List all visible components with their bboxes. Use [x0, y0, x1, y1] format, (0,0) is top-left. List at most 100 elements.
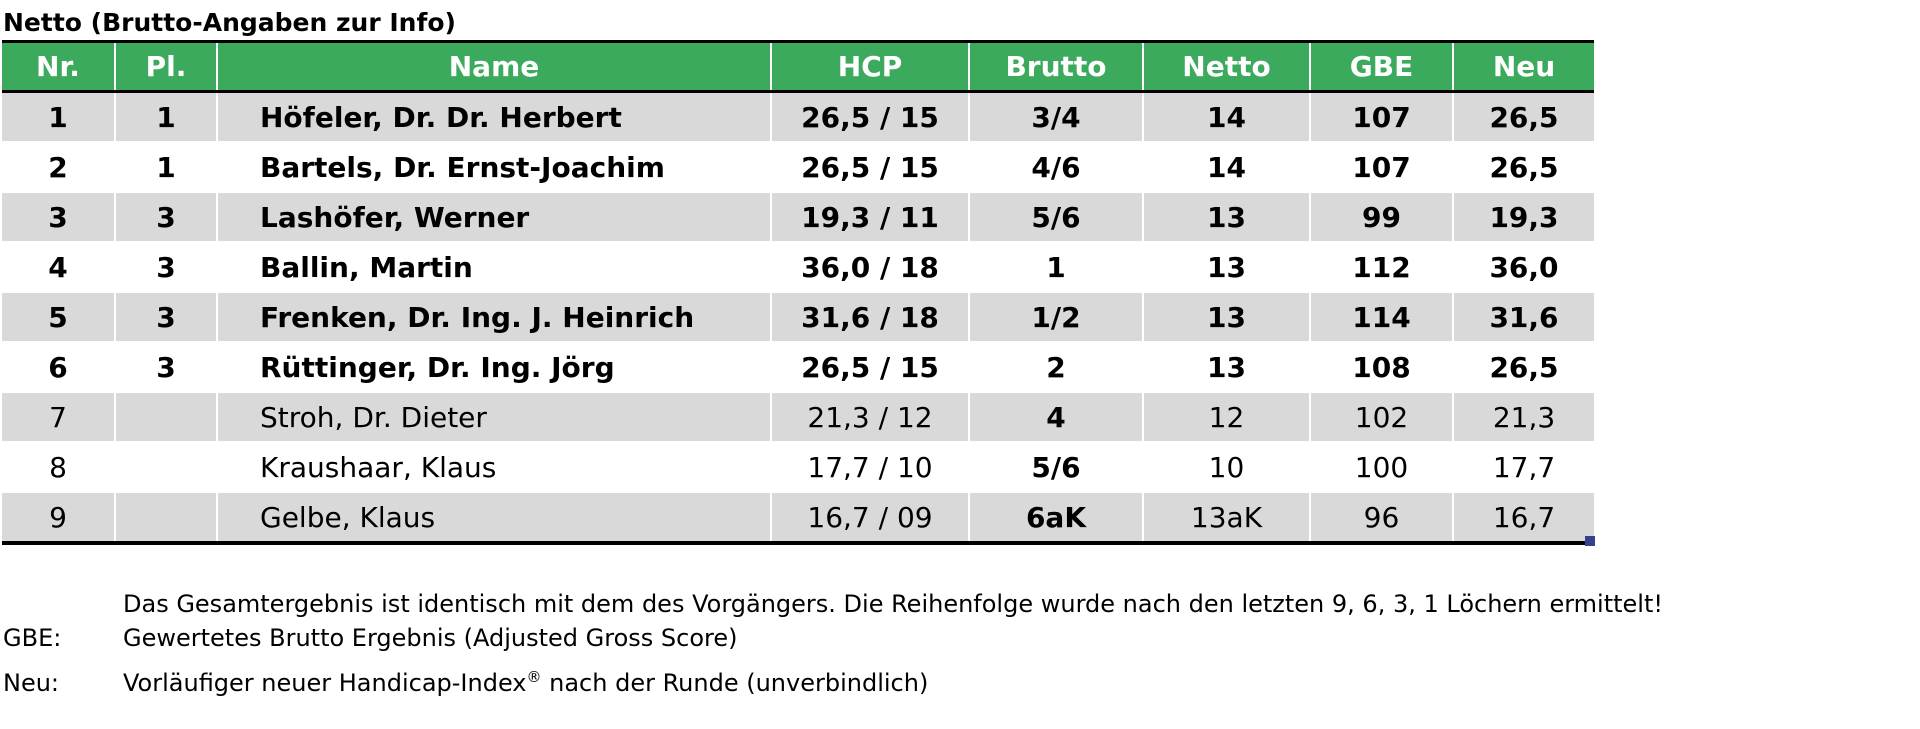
- cell-brutto: 5/6: [969, 442, 1144, 493]
- cell-nr: 7: [2, 392, 116, 443]
- cell-hcp: 36,0 / 18: [771, 242, 970, 293]
- cell-nr: 4: [2, 242, 116, 293]
- cell-name: Rüttinger, Dr. Ing. Jörg: [217, 342, 772, 393]
- cell-neu: 26,5: [1453, 342, 1594, 393]
- cell-netto: 13: [1143, 192, 1311, 243]
- cell-neu: 26,5: [1453, 91, 1594, 143]
- cell-pl: 3: [115, 192, 218, 243]
- cell-brutto: 2: [969, 342, 1144, 393]
- cell-netto: 13: [1143, 292, 1311, 343]
- cell-name: Ballin, Martin: [217, 242, 772, 293]
- col-header-gbe: GBE: [1310, 41, 1454, 93]
- footnote-text-after: nach der Runde (unverbindlich): [541, 669, 929, 697]
- cell-name: Frenken, Dr. Ing. J. Heinrich: [217, 292, 772, 343]
- cell-neu: 19,3: [1453, 192, 1594, 243]
- cell-pl: 1: [115, 142, 218, 193]
- footnote-text-before: Vorläufiger neuer Handicap-Index: [123, 669, 527, 697]
- col-header-pl: Pl.: [115, 41, 218, 93]
- cell-pl: [115, 392, 218, 443]
- cell-gbe: 102: [1310, 392, 1454, 443]
- cell-pl: 3: [115, 242, 218, 293]
- table-row: 6 3 Rüttinger, Dr. Ing. Jörg 26,5 / 15 2…: [2, 342, 1594, 393]
- col-header-name: Name: [217, 41, 772, 93]
- cell-hcp: 31,6 / 18: [771, 292, 970, 343]
- cell-brutto: 5/6: [969, 192, 1144, 243]
- cell-pl: [115, 442, 218, 493]
- cell-hcp: 26,5 / 15: [771, 142, 970, 193]
- cell-netto: 13aK: [1143, 492, 1311, 544]
- cell-name: Höfeler, Dr. Dr. Herbert: [217, 91, 772, 143]
- cell-neu: 31,6: [1453, 292, 1594, 343]
- cell-name: Kraushaar, Klaus: [217, 442, 772, 493]
- col-header-nr: Nr.: [2, 41, 116, 93]
- page-title: Netto (Brutto-Angaben zur Info): [3, 8, 456, 37]
- cell-hcp: 16,7 / 09: [771, 492, 970, 544]
- cell-pl: 1: [115, 91, 218, 143]
- table-row: 4 3 Ballin, Martin 36,0 / 18 1 13 112 36…: [2, 242, 1594, 293]
- cell-nr: 6: [2, 342, 116, 393]
- col-header-hcp: HCP: [771, 41, 970, 93]
- footnote-label: Neu:: [3, 669, 60, 697]
- cell-neu: 17,7: [1453, 442, 1594, 493]
- cell-gbe: 107: [1310, 142, 1454, 193]
- cell-nr: 3: [2, 192, 116, 243]
- cell-name: Stroh, Dr. Dieter: [217, 392, 772, 443]
- cell-netto: 14: [1143, 142, 1311, 193]
- cell-netto: 13: [1143, 242, 1311, 293]
- cell-hcp: 26,5 / 15: [771, 91, 970, 143]
- cell-brutto: 4/6: [969, 142, 1144, 193]
- cell-gbe: 96: [1310, 492, 1454, 544]
- cell-gbe: 107: [1310, 91, 1454, 143]
- footnote-text: Das Gesamtergebnis ist identisch mit dem…: [123, 590, 1664, 618]
- cell-nr: 8: [2, 442, 116, 493]
- table-row: 7 Stroh, Dr. Dieter 21,3 / 12 4 12 102 2…: [2, 392, 1594, 443]
- cell-brutto: 1/2: [969, 292, 1144, 343]
- cell-name: Bartels, Dr. Ernst-Joachim: [217, 142, 772, 193]
- cell-name: Gelbe, Klaus: [217, 492, 772, 544]
- table-row: 5 3 Frenken, Dr. Ing. J. Heinrich 31,6 /…: [2, 292, 1594, 343]
- cell-hcp: 21,3 / 12: [771, 392, 970, 443]
- cell-nr: 9: [2, 492, 116, 544]
- table-row: 8 Kraushaar, Klaus 17,7 / 10 5/6 10 100 …: [2, 442, 1594, 493]
- cell-netto: 13: [1143, 342, 1311, 393]
- cell-neu: 16,7: [1453, 492, 1594, 544]
- cell-pl: [115, 492, 218, 544]
- footnotes: Das Gesamtergebnis ist identisch mit dem…: [3, 588, 1917, 699]
- cell-brutto: 4: [969, 392, 1144, 443]
- cell-gbe: 99: [1310, 192, 1454, 243]
- table-row: 3 3 Lashöfer, Werner 19,3 / 11 5/6 13 99…: [2, 192, 1594, 243]
- cell-neu: 36,0: [1453, 242, 1594, 293]
- cell-netto: 14: [1143, 91, 1311, 143]
- footnote-neu: Neu: Vorläufiger neuer Handicap-Index® n…: [3, 667, 1917, 699]
- cell-neu: 21,3: [1453, 392, 1594, 443]
- cell-hcp: 19,3 / 11: [771, 192, 970, 243]
- cell-nr: 2: [2, 142, 116, 193]
- footnote-text: Gewertetes Brutto Ergebnis (Adjusted Gro…: [123, 624, 738, 652]
- cell-netto: 12: [1143, 392, 1311, 443]
- cell-hcp: 26,5 / 15: [771, 342, 970, 393]
- cell-nr: 1: [2, 91, 116, 143]
- cell-gbe: 108: [1310, 342, 1454, 393]
- footnote-gbe: GBE: Gewertetes Brutto Ergebnis (Adjuste…: [3, 622, 1917, 654]
- cell-gbe: 114: [1310, 292, 1454, 343]
- cell-pl: 3: [115, 342, 218, 393]
- cell-netto: 10: [1143, 442, 1311, 493]
- table-row: 1 1 Höfeler, Dr. Dr. Herbert 26,5 / 15 3…: [2, 91, 1594, 143]
- col-header-brutto: Brutto: [969, 41, 1144, 93]
- cell-gbe: 100: [1310, 442, 1454, 493]
- table-resize-handle[interactable]: [1585, 536, 1595, 546]
- footnote-tiebreak: Das Gesamtergebnis ist identisch mit dem…: [3, 588, 1917, 620]
- header-row: Nr. Pl. Name HCP Brutto Netto GBE Neu: [2, 41, 1594, 93]
- cell-brutto: 3/4: [969, 91, 1144, 143]
- footnote-text: Vorläufiger neuer Handicap-Index® nach d…: [123, 667, 928, 699]
- cell-neu: 26,5: [1453, 142, 1594, 193]
- registered-trademark-symbol: ®: [526, 668, 542, 686]
- cell-nr: 5: [2, 292, 116, 343]
- results-table: Nr. Pl. Name HCP Brutto Netto GBE Neu 1 …: [2, 40, 1594, 545]
- cell-name: Lashöfer, Werner: [217, 192, 772, 243]
- footnote-label: GBE:: [3, 624, 62, 652]
- cell-hcp: 17,7 / 10: [771, 442, 970, 493]
- cell-pl: 3: [115, 292, 218, 343]
- cell-gbe: 112: [1310, 242, 1454, 293]
- table-row: 2 1 Bartels, Dr. Ernst-Joachim 26,5 / 15…: [2, 142, 1594, 193]
